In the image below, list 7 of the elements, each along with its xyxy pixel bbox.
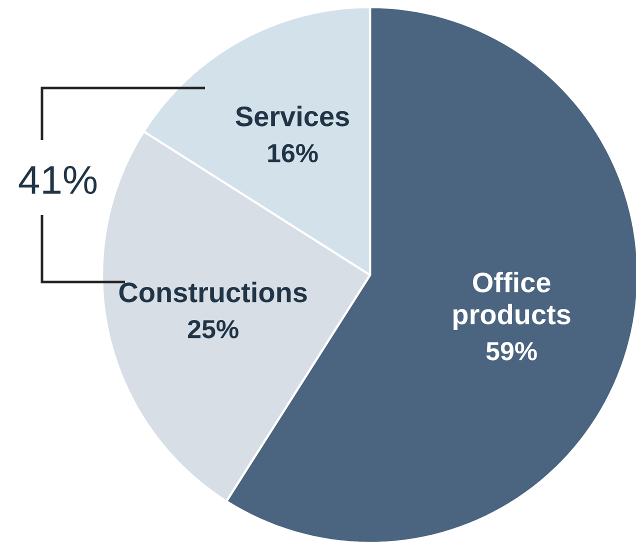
- slice-label: Services: [236, 106, 349, 126]
- data-label: 16%: [268, 144, 318, 162]
- slice-label: Office products: [454, 272, 570, 330]
- slice-label: Constructions: [119, 282, 307, 302]
- data-label: 25%: [188, 320, 238, 338]
- data-label: 59%: [486, 342, 537, 360]
- text: 41%: [18, 166, 97, 194]
